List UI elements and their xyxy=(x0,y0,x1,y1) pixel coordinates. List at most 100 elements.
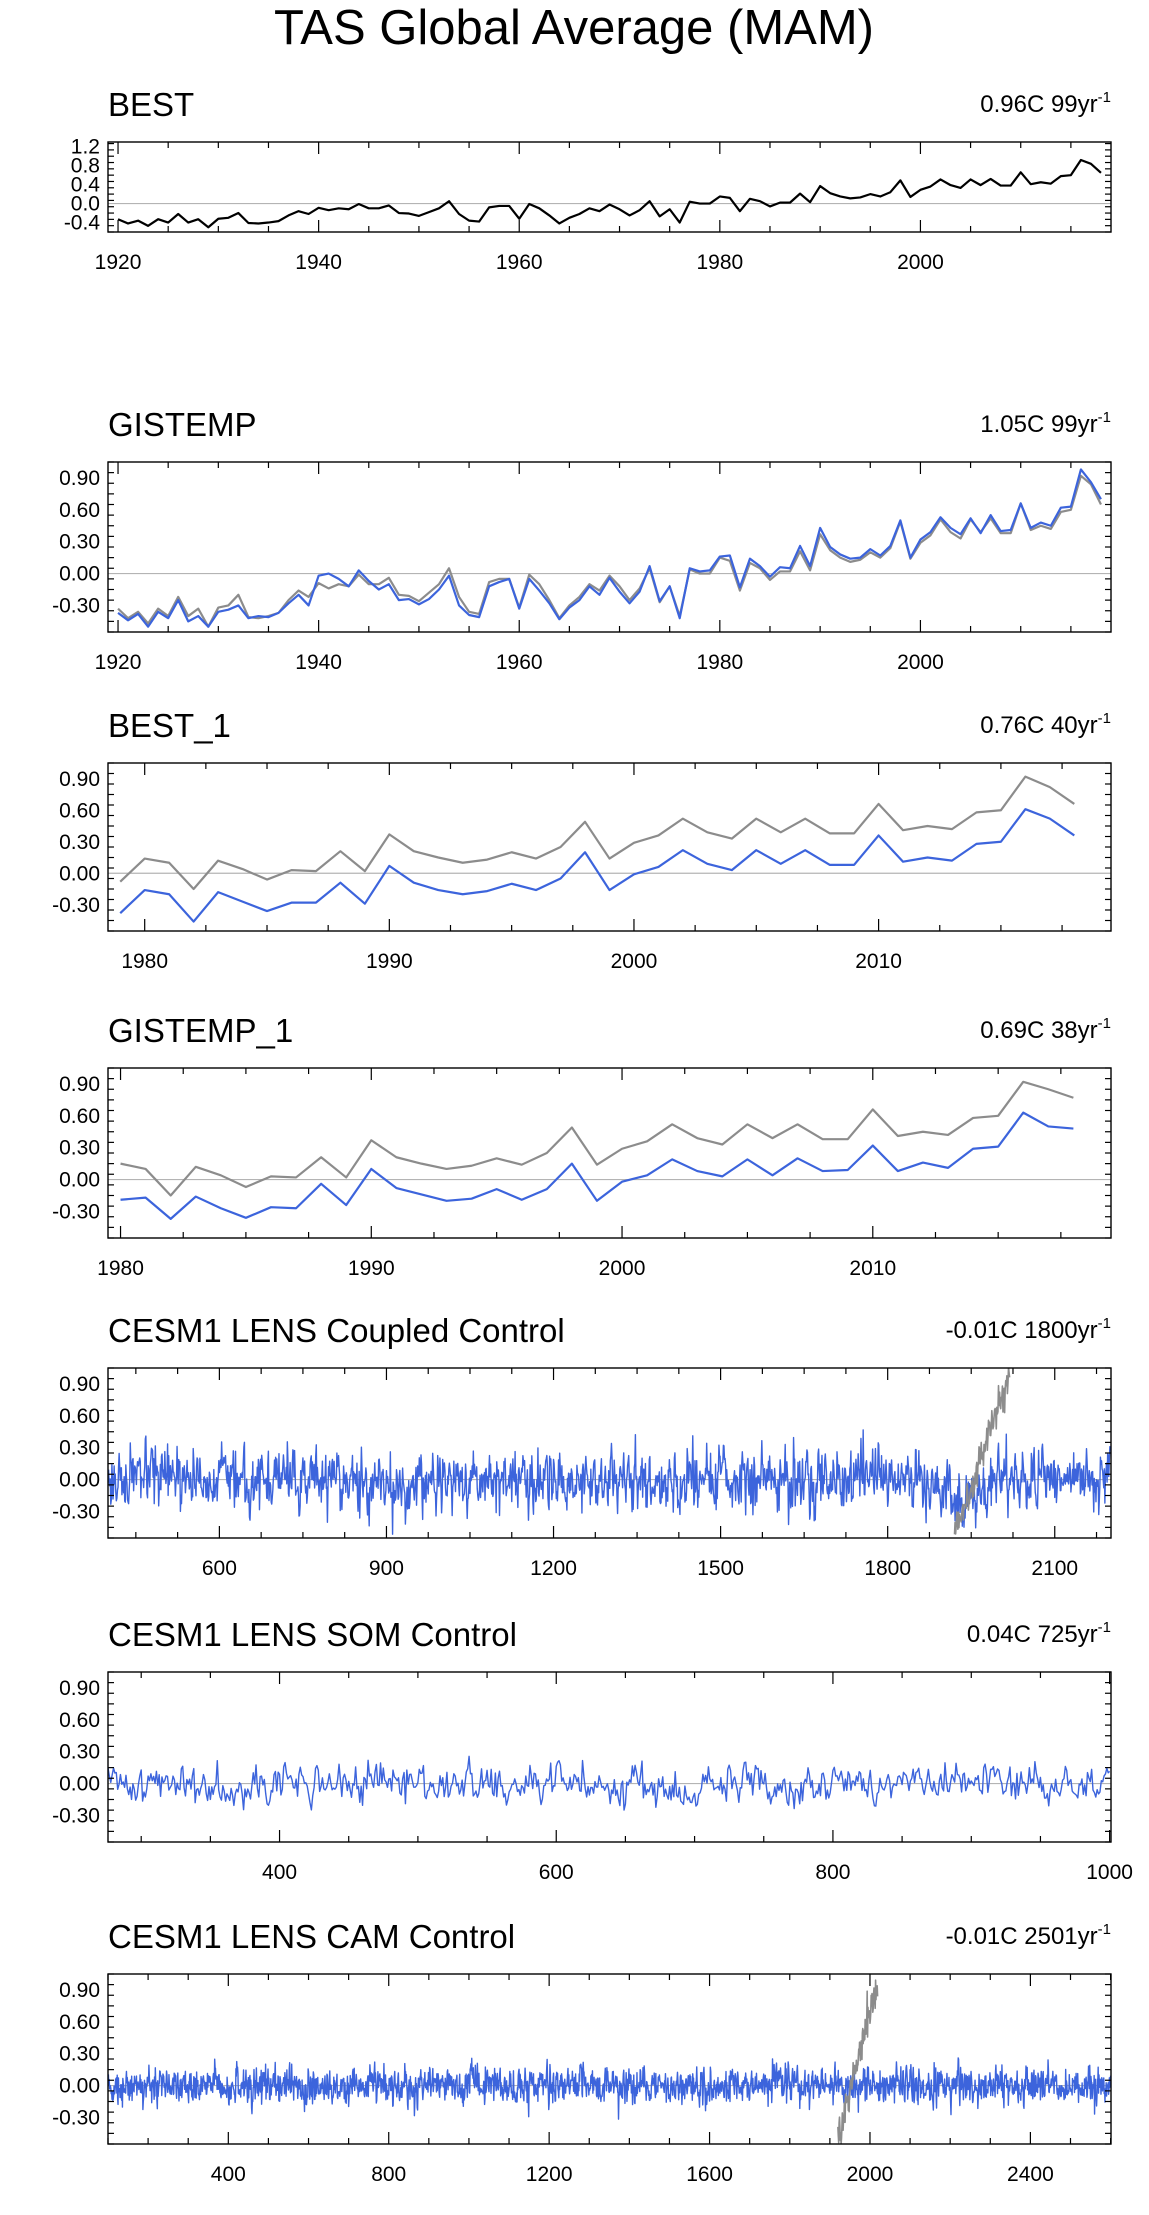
trend-label: -0.01C 2501yr-1 xyxy=(946,1921,1111,1950)
y-tick-label: 0.90 xyxy=(59,1373,100,1396)
x-tick-label: 2000 xyxy=(599,1257,646,1280)
panel-title: CESM1 LENS CAM Control xyxy=(108,1918,515,1955)
trend-label: 0.76C 40yr-1 xyxy=(980,710,1111,739)
x-tick-label: 1940 xyxy=(295,251,342,274)
panel-title: BEST xyxy=(108,86,194,123)
panels: BEST 0.96C 99yr-1 -0.40.00.40.81.2 1920 1940… xyxy=(52,86,1133,2186)
series-control-line xyxy=(108,1429,1111,1535)
y-tick-label: 0.90 xyxy=(59,768,100,791)
series-best-line xyxy=(117,474,1102,628)
y-tick-label: 0.60 xyxy=(59,1709,100,1732)
series-gistemp-1-line xyxy=(120,1111,1074,1220)
x-tick-label: 1200 xyxy=(530,1557,577,1580)
y-tick-label: 0.00 xyxy=(59,1169,100,1192)
x-tick-label: 1980 xyxy=(696,651,743,674)
x-tick-label: 1980 xyxy=(121,950,168,973)
x-tick-label: 1960 xyxy=(496,651,543,674)
trend-label: 1.05C 99yr-1 xyxy=(980,409,1111,438)
page-title: TAS Global Average (MAM) xyxy=(274,1,874,55)
plot-frame xyxy=(107,141,1112,233)
panel-5: CESM1 LENS Coupled Control -0.01C 1800yr-… xyxy=(52,1312,1112,1580)
y-tick-label: -0.30 xyxy=(52,1500,100,1523)
x-tick-label: 400 xyxy=(211,2163,246,2186)
panel-title: CESM1 LENS Coupled Control xyxy=(108,1312,565,1349)
series-best-line xyxy=(119,775,1075,891)
y-tick-label: -0.30 xyxy=(52,894,100,917)
trend-label: 0.69C 38yr-1 xyxy=(980,1015,1111,1044)
y-tick-label: -0.30 xyxy=(52,1804,100,1827)
panel-4: GISTEMP_1 0.69C 38yr-1 -0.30 0.00 0.30 0.60 0.… xyxy=(52,1012,1112,1280)
y-tick-label: 0.30 xyxy=(59,1137,100,1160)
x-tick-label: 2000 xyxy=(897,651,944,674)
plot-area xyxy=(120,1080,1074,1220)
x-tick-label: 2400 xyxy=(1007,2163,1054,2186)
plot-area xyxy=(119,775,1075,923)
panel-title: BEST_1 xyxy=(108,707,231,744)
x-tick-label: 600 xyxy=(539,1861,574,1884)
plot-area xyxy=(108,1979,1111,2144)
panel-title: GISTEMP_1 xyxy=(108,1012,293,1049)
x-tick-label: 900 xyxy=(369,1557,404,1580)
panel-6: CESM1 LENS SOM Control 0.04C 725yr-1 -0.30… xyxy=(52,1616,1133,1884)
series-control-line xyxy=(108,1755,1111,1811)
y-tick-label: 0.60 xyxy=(59,2011,100,2034)
x-tick-label: 2010 xyxy=(855,950,902,973)
trend-label: 0.04C 725yr-1 xyxy=(967,1619,1111,1648)
x-tick-label: 1800 xyxy=(864,1557,911,1580)
x-tick-label: 600 xyxy=(202,1557,237,1580)
y-tick-label: 0.90 xyxy=(59,1979,100,2002)
x-tick-label: 1940 xyxy=(295,651,342,674)
y-tick-label: 0.4 xyxy=(71,174,101,197)
y-tick-label: -0.4 xyxy=(64,212,101,235)
panel-3: BEST_1 0.76C 40yr-1 -0.30 0.00 0.30 0.60 0.90 1… xyxy=(52,707,1112,973)
y-tick-label: -0.30 xyxy=(52,2106,100,2129)
x-tick-label: 2100 xyxy=(1031,1557,1078,1580)
panel-2: GISTEMP 1.05C 99yr-1 -0.30 0.00 0.30 0.60 0.90… xyxy=(52,406,1112,674)
x-tick-label: 1980 xyxy=(97,1257,144,1280)
x-tick-label: 2000 xyxy=(897,251,944,274)
x-tick-label: 800 xyxy=(815,1861,850,1884)
y-tick-label: -0.30 xyxy=(52,1200,100,1223)
y-tick-label: 0.00 xyxy=(59,862,100,885)
x-tick-label: 1920 xyxy=(95,251,142,274)
y-tick-label: 1.2 xyxy=(71,136,100,159)
x-tick-label: 800 xyxy=(371,2163,406,2186)
plot-frame xyxy=(107,461,1112,633)
plot-area xyxy=(108,1755,1111,1811)
x-tick-label: 2010 xyxy=(849,1257,896,1280)
y-tick-label: 0.60 xyxy=(59,499,100,522)
x-tick-label: 1600 xyxy=(686,2163,733,2186)
series-best-1-line xyxy=(119,808,1075,923)
plot-frame xyxy=(107,1973,1112,2145)
x-tick-label: 1000 xyxy=(1086,1861,1133,1884)
x-tick-label: 1990 xyxy=(348,1257,395,1280)
x-tick-label: 2000 xyxy=(847,2163,894,2186)
y-tick-label: 0.30 xyxy=(59,531,100,554)
x-tick-label: 1200 xyxy=(526,2163,573,2186)
y-tick-label: 0.00 xyxy=(59,563,100,586)
series-best-line xyxy=(117,158,1102,229)
series-gistemp-line xyxy=(117,468,1102,628)
y-tick-label: 0.8 xyxy=(71,155,100,178)
series-best-line xyxy=(120,1080,1074,1197)
plot-frame xyxy=(107,762,1112,932)
panel-title: CESM1 LENS SOM Control xyxy=(108,1616,517,1653)
x-tick-label: 1990 xyxy=(366,950,413,973)
x-tick-label: 1500 xyxy=(697,1557,744,1580)
y-tick-label: 0.30 xyxy=(59,1437,100,1460)
x-tick-label: 1960 xyxy=(496,251,543,274)
y-tick-label: 0.00 xyxy=(59,1773,100,1796)
plot-area xyxy=(117,158,1102,229)
series-observed-line xyxy=(837,1979,879,2144)
series-observed-line xyxy=(953,1368,1011,1535)
y-tick-label: 0.60 xyxy=(59,799,100,822)
panel-1: BEST 0.96C 99yr-1 -0.40.00.40.81.2 1920 1940… xyxy=(64,86,1112,274)
trend-label: 0.96C 99yr-1 xyxy=(980,89,1111,118)
y-tick-label: 0.0 xyxy=(71,193,100,216)
y-tick-label: 0.30 xyxy=(59,831,100,854)
y-tick-label: 0.30 xyxy=(59,1741,100,1764)
x-tick-label: 1980 xyxy=(696,251,743,274)
x-tick-label: 400 xyxy=(262,1861,297,1884)
y-tick-label: 0.90 xyxy=(59,1073,100,1096)
